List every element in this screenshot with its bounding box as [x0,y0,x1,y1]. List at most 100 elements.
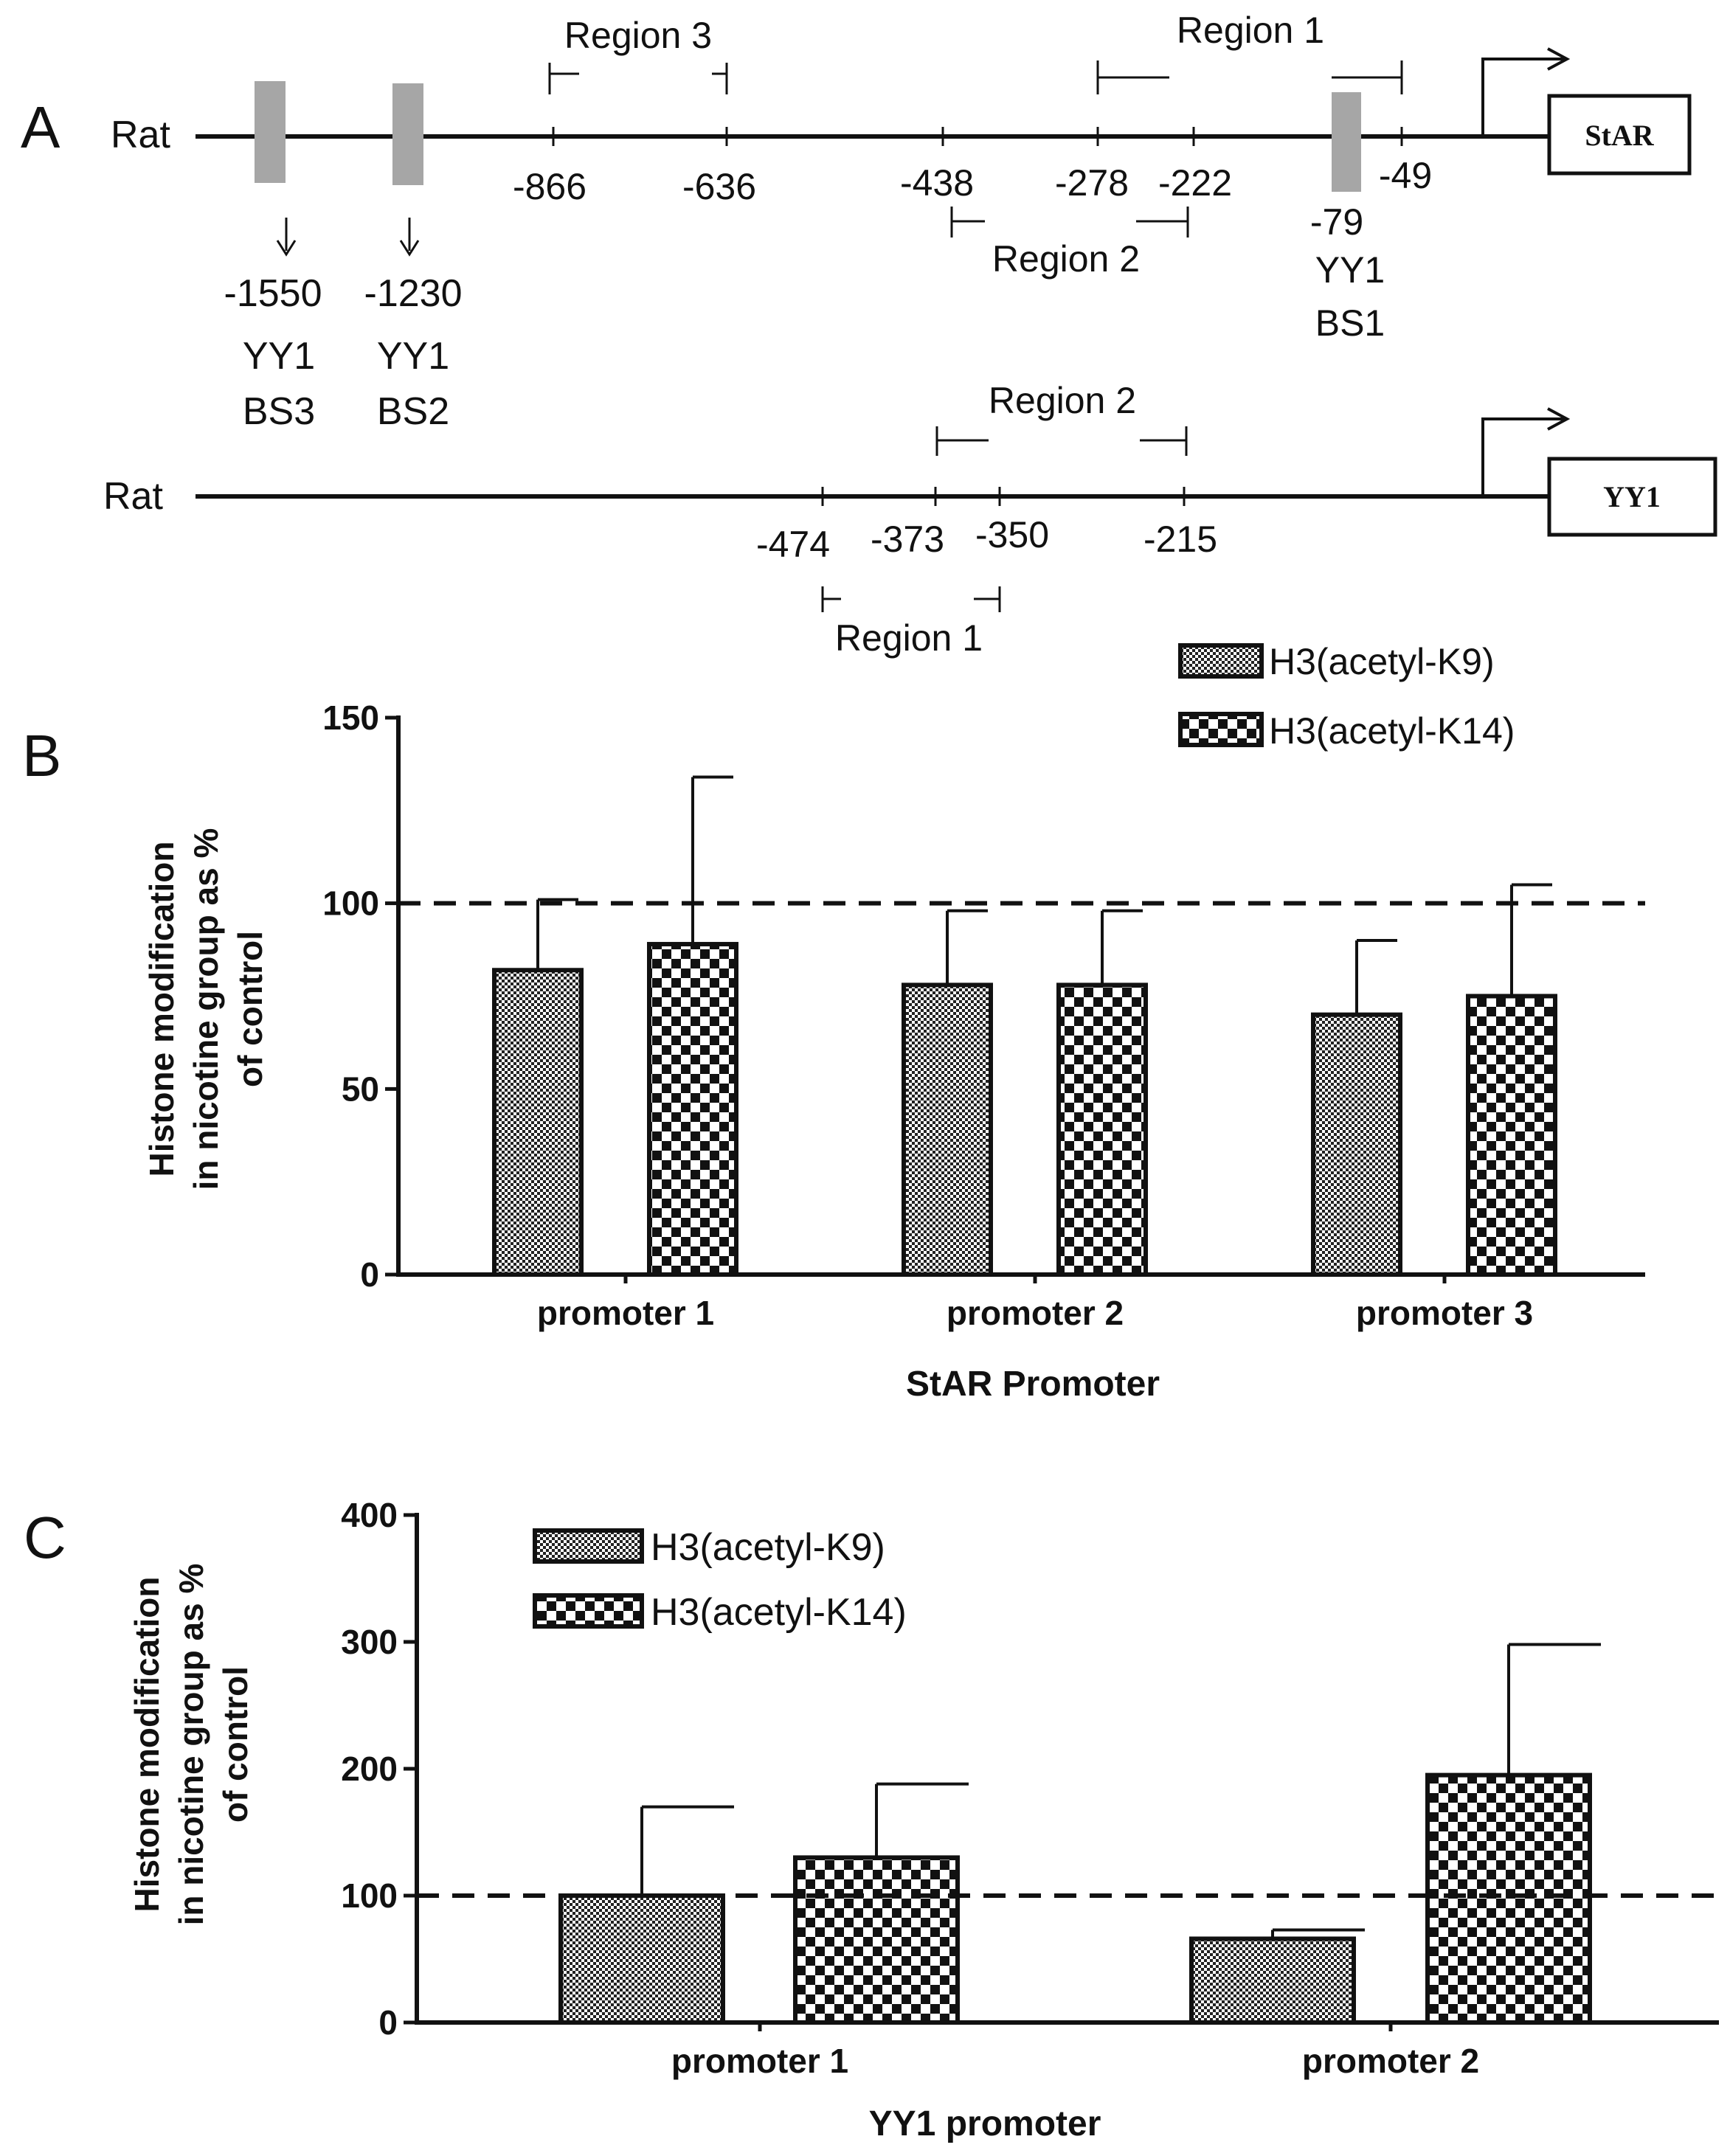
yy1-region-2-label: Region 2 [989,380,1136,421]
y-tick-label: 100 [341,1876,398,1915]
star-pos-438: -438 [900,162,974,204]
star-tss-arrow [1481,58,1564,136]
bs2-annotation: -1230 YY1 BS2 [364,218,463,433]
panel-c-ylabel-line-2: in nicotine group as % [172,1564,210,1926]
category-label: promoter 2 [947,1294,1124,1332]
panel-b-ylabel: Histone modification in nicotine group a… [142,828,269,1190]
star-region-1: Region 1 [1096,10,1403,94]
yy1-species-label: Rat [103,475,163,518]
bar-fine [1189,1936,1356,2025]
bs1-position: -79 [1310,201,1363,243]
category-label: promoter 1 [537,1294,714,1332]
star-gene-map: Rat StAR -866 -636 -438 -278 -222 -49 [111,10,1692,433]
panel-c-ylabel: Histone modification in nicotine group a… [128,1564,255,1926]
panel-c: C Histone modification in nicotine group… [24,1496,1719,2143]
bs1-site: BS1 [1315,302,1385,344]
panel-a: A Rat StAR -866 -636 -438 -278 - [21,10,1717,659]
star-region-1-label: Region 1 [1177,10,1324,51]
yy1-gene-label: YY1 [1603,480,1661,513]
legend-label-k9: H3(acetyl-K9) [1269,641,1495,682]
star-region-2-label: Region 2 [992,238,1140,280]
yy1-tss-arrowhead [1547,407,1571,431]
bar-fine [492,968,584,1278]
panel-c-ylabel-line-1: Histone modification [128,1577,166,1913]
y-tick-label: 0 [378,2003,398,2042]
yy1-pos-474: -474 [756,524,830,565]
bs3-annotation: -1550 YY1 BS3 [224,218,322,433]
bar-fine [1311,1012,1402,1277]
star-gene-label: StAR [1585,119,1654,152]
panel-a-label: A [21,94,60,160]
bar-coarse [1056,982,1148,1278]
bs1-factor: YY1 [1315,249,1385,291]
legend-swatch-k14 [1178,712,1264,747]
star-pos-278: -278 [1055,162,1129,204]
bs3-site: BS3 [243,390,315,433]
star-pos-49: -49 [1379,155,1432,196]
category-label: promoter 3 [1356,1294,1533,1332]
y-tick-label: 0 [360,1255,379,1294]
star-tss-arrowhead [1547,47,1571,71]
panel-b-legend: H3(acetyl-K9) H3(acetyl-K14) [1178,641,1515,752]
panel-b-ylabel-line-2: in nicotine group as % [187,828,225,1190]
panel-c-xlabel: YY1 promoter [869,2104,1101,2143]
panel-b-ylabel-line-3: of control [231,931,269,1087]
yy1-bs3-marker [255,81,286,183]
yy1-region-1-label: Region 1 [835,617,983,659]
legend-label-k9: H3(acetyl-K9) [651,1526,885,1569]
panel-c-ylabel-line-3: of control [216,1666,255,1823]
yy1-gene-box [1547,457,1717,537]
bs3-factor: YY1 [243,335,315,378]
legend-swatch-k9 [533,1528,644,1564]
bs3-position: -1550 [224,272,322,315]
yy1-pos-215: -215 [1143,519,1217,560]
y-tick-label: 400 [341,1496,398,1534]
y-tick-label: 200 [341,1750,398,1788]
yy1-bs1-marker [1332,92,1361,192]
bs2-position: -1230 [364,272,463,315]
star-gene-box [1547,94,1692,176]
panel-c-label: C [24,1505,66,1570]
category-label: promoter 2 [1302,2042,1479,2080]
panel-b-xlabel: StAR Promoter [906,1365,1160,1404]
star-species-label: Rat [111,114,170,156]
bar-coarse [1425,1772,1592,2025]
panel-b-ylabel-line-1: Histone modification [142,842,181,1177]
star-pos-636: -636 [682,166,756,207]
legend-swatch-k9 [1178,643,1264,679]
star-pos-866: -866 [513,166,587,207]
panel-c-legend: H3(acetyl-K9) H3(acetyl-K14) [533,1526,907,1634]
star-region-3: Region 3 [548,15,728,94]
panel-b-label: B [22,723,61,788]
panel-c-plot: promoter 1 promoter 2 0 100 200 300 400 [341,1496,1719,2080]
legend-label-k14: H3(acetyl-K14) [1269,710,1515,752]
star-region-2: Region 2 [950,207,1189,280]
legend-swatch-k14 [533,1593,644,1629]
star-region-3-label: Region 3 [564,15,712,56]
yy1-region-1: Region 1 [821,586,1001,659]
bs2-factor: YY1 [377,335,449,378]
bar-coarse [793,1855,960,2025]
bar-fine [558,1893,725,2025]
yy1-region-2: Region 2 [935,380,1188,456]
bar-coarse [1466,994,1557,1277]
yy1-bs2-marker [392,83,423,185]
y-tick-label: 150 [322,699,379,737]
legend-label-k14: H3(acetyl-K14) [651,1591,907,1634]
y-tick-label: 300 [341,1623,398,1661]
category-label: promoter 1 [671,2042,848,2080]
bs2-site: BS2 [377,390,449,433]
yy1-pos-350: -350 [975,514,1049,555]
panel-b-plot: promoter 1 promoter 2 promoter 3 0 50 100 150 [322,699,1645,1332]
panel-b: B Histone modification in nicotine group… [22,641,1645,1404]
star-pos-222: -222 [1158,162,1232,204]
y-tick-label: 100 [322,884,379,923]
y-tick-label: 50 [342,1070,379,1108]
yy1-gene-map: Rat YY1 -474 -373 -350 -215 Region 2 [103,380,1717,659]
bs1-annotation: -79 YY1 BS1 [1310,201,1385,344]
yy1-pos-373: -373 [871,519,944,560]
bar-coarse [647,942,738,1277]
bar-fine [902,982,993,1278]
yy1-tss-arrow [1481,417,1564,496]
